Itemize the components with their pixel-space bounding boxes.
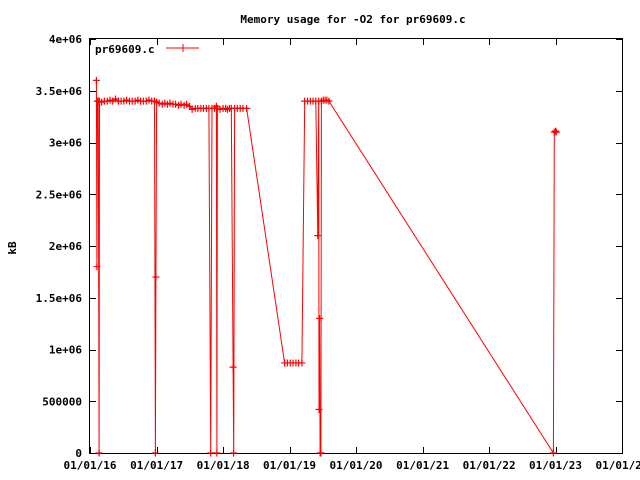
data-point bbox=[188, 105, 196, 113]
data-point bbox=[315, 406, 323, 414]
legend-label: pr69609.c bbox=[95, 43, 155, 56]
series-line bbox=[95, 80, 557, 455]
series-layer bbox=[92, 76, 560, 457]
y-tick-label: 3e+06 bbox=[49, 137, 82, 150]
data-point bbox=[166, 99, 174, 107]
data-point bbox=[317, 449, 325, 457]
y-tick-label: 0 bbox=[75, 447, 82, 460]
data-point bbox=[216, 105, 224, 113]
x-tick-label: 01/01/22 bbox=[463, 459, 516, 472]
data-point bbox=[95, 449, 103, 457]
x-tick-label: 01/01/19 bbox=[263, 459, 316, 472]
data-point bbox=[92, 76, 100, 84]
x-axis: 01/01/16 01/01/17 01/01/18 01/01/19 01/01/20… bbox=[64, 39, 640, 472]
data-point bbox=[207, 449, 215, 457]
data-point bbox=[314, 232, 322, 240]
data-point bbox=[151, 449, 159, 457]
y-tick-label: 2.5e+06 bbox=[36, 188, 83, 201]
x-tick-label: 01/01/23 bbox=[529, 459, 582, 472]
legend: pr69609.c bbox=[95, 43, 199, 56]
x-tick-label: 01/01/24 bbox=[596, 459, 640, 472]
data-point bbox=[152, 273, 160, 281]
x-tick-label: 01/01/20 bbox=[330, 459, 383, 472]
plot-frame bbox=[89, 38, 623, 454]
x-tick-label: 01/01/16 bbox=[64, 459, 117, 472]
y-tick-label: 2e+06 bbox=[49, 240, 82, 253]
data-point bbox=[243, 104, 251, 112]
x-tick-label: 01/01/17 bbox=[130, 459, 183, 472]
data-point bbox=[213, 449, 221, 457]
x-tick-label: 01/01/21 bbox=[396, 459, 449, 472]
y-tick-label: 1e+06 bbox=[49, 344, 82, 357]
data-point bbox=[298, 359, 306, 367]
data-point bbox=[552, 128, 560, 136]
data-point bbox=[552, 127, 560, 135]
data-point bbox=[325, 97, 333, 105]
y-axis: 0 500000 1e+06 1.5e+06 2e+06 2.5e+06 3e+06 3.5e… bbox=[36, 33, 622, 460]
data-point bbox=[549, 449, 557, 457]
data-point bbox=[93, 263, 101, 271]
data-point bbox=[316, 314, 324, 322]
y-axis-label: kB bbox=[6, 241, 19, 255]
y-tick-label: 4e+06 bbox=[49, 33, 82, 46]
x-tick-label: 01/01/18 bbox=[197, 459, 250, 472]
y-tick-label: 500000 bbox=[42, 395, 82, 408]
y-tick-label: 3.5e+06 bbox=[36, 85, 83, 98]
chart-title: Memory usage for -O2 for pr69609.c bbox=[240, 13, 465, 26]
data-point bbox=[230, 449, 238, 457]
y-tick-label: 1.5e+06 bbox=[36, 292, 83, 305]
data-point bbox=[229, 363, 237, 371]
